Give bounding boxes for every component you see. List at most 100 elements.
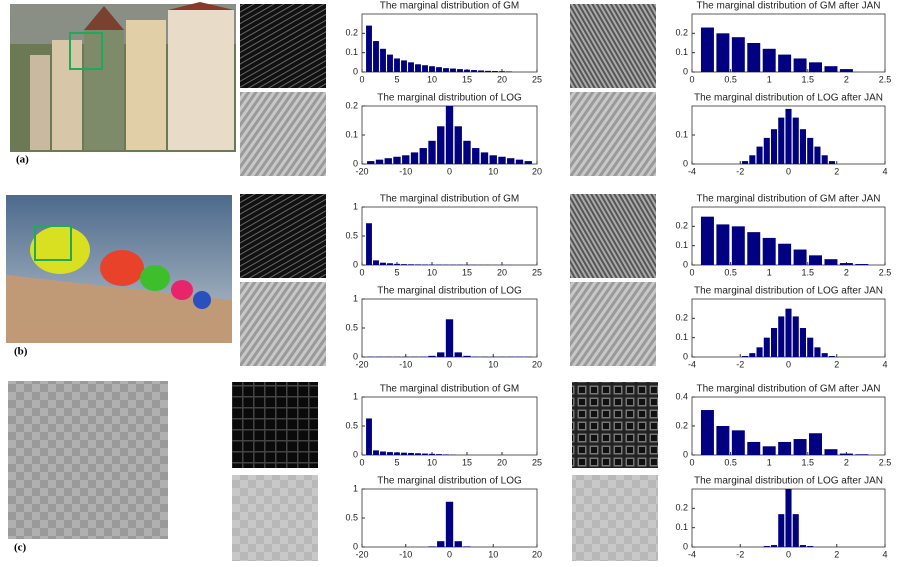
photo-c — [8, 381, 168, 539]
bar — [394, 452, 400, 455]
bar — [376, 160, 383, 164]
y-tick-label: 0.1 — [675, 129, 688, 139]
bar — [800, 129, 806, 164]
bar — [463, 141, 470, 164]
y-tick-label: 0.4 — [675, 391, 688, 401]
log-jan-image — [570, 282, 656, 366]
panel-label: (a) — [16, 154, 29, 166]
x-tick-label: -20 — [355, 166, 368, 176]
bar — [763, 446, 776, 455]
bar — [785, 109, 791, 164]
bar — [408, 62, 414, 72]
bar — [747, 43, 760, 72]
bar — [506, 71, 512, 72]
bar — [763, 49, 776, 72]
bar — [764, 546, 770, 547]
bar — [764, 338, 770, 357]
bar — [840, 263, 853, 265]
chart-title: The marginal distribution of GM after JA… — [697, 384, 881, 395]
y-tick-label: 0 — [353, 449, 358, 459]
x-tick-label: -4 — [688, 359, 696, 369]
x-tick-label: 2 — [844, 74, 849, 84]
y-tick-label: 0.5 — [345, 512, 358, 522]
bar — [471, 70, 477, 72]
bar — [829, 356, 835, 357]
y-tick-label: 0.2 — [345, 28, 358, 38]
bar — [840, 454, 853, 455]
x-tick-label: 25 — [532, 457, 542, 467]
bar — [807, 546, 813, 547]
bar — [373, 260, 379, 265]
gm-jan-image — [572, 382, 658, 468]
y-tick-label: 0.2 — [675, 503, 688, 513]
bar — [785, 309, 791, 357]
bar — [366, 26, 372, 72]
bar — [716, 33, 729, 72]
bar — [437, 541, 444, 547]
x-tick-label: 10 — [488, 549, 498, 559]
x-tick-label: 5 — [394, 267, 399, 277]
x-tick-label: 20 — [532, 166, 542, 176]
y-tick-label: 0.1 — [675, 240, 688, 250]
x-tick-label: 4 — [882, 359, 887, 369]
x-tick-label: -10 — [399, 549, 412, 559]
chart-title: The marginal distribution of LOG after J… — [694, 93, 883, 104]
bar — [366, 223, 372, 265]
bar — [464, 70, 470, 72]
bar — [829, 161, 835, 164]
x-tick-label: 1 — [767, 267, 772, 277]
x-tick-label: 1 — [767, 74, 772, 84]
bar — [373, 41, 379, 72]
bar — [394, 264, 400, 265]
photo-a — [10, 2, 236, 152]
bar — [422, 65, 428, 72]
bar — [809, 433, 822, 455]
x-tick-label: 2 — [844, 457, 849, 467]
x-tick-label: 10 — [488, 359, 498, 369]
y-tick-label: 0 — [353, 259, 358, 269]
bar — [385, 158, 392, 164]
bar — [436, 67, 442, 72]
bar — [422, 264, 428, 265]
bar — [807, 338, 813, 357]
bar — [840, 69, 853, 72]
y-tick-label: 0.2 — [675, 313, 688, 323]
bar — [778, 244, 791, 265]
x-tick-label: 0 — [359, 457, 364, 467]
bar — [446, 319, 453, 357]
figure: (a) (b) (c) The marginal distribution of… — [0, 0, 897, 567]
log-image — [240, 92, 326, 176]
bar — [822, 155, 828, 164]
bar — [701, 28, 714, 72]
x-tick-label: 1.5 — [802, 457, 815, 467]
bar — [855, 454, 868, 455]
y-tick-label: 0.2 — [345, 100, 358, 110]
y-tick-label: 0.2 — [675, 221, 688, 231]
bar — [771, 328, 777, 357]
y-tick-label: 1 — [353, 201, 358, 211]
bar — [387, 263, 393, 265]
bar — [824, 66, 837, 72]
bar — [742, 161, 748, 164]
x-tick-label: -2 — [736, 549, 744, 559]
x-tick-label: 0 — [447, 549, 452, 559]
chart-title: The marginal distribution of LOG — [377, 286, 522, 297]
bar — [408, 264, 414, 265]
log-image — [232, 475, 318, 561]
plot-frame — [362, 397, 537, 455]
bar — [716, 426, 729, 455]
x-tick-label: 2 — [834, 549, 839, 559]
y-tick-label: 0 — [683, 449, 688, 459]
panel-label: (c) — [14, 542, 27, 554]
x-tick-label: 20 — [497, 457, 507, 467]
bar — [485, 71, 491, 72]
bar — [401, 264, 407, 265]
x-tick-label: 20 — [497, 74, 507, 84]
x-tick-label: 5 — [394, 457, 399, 467]
bar — [402, 155, 409, 164]
bar — [394, 58, 400, 72]
bar — [732, 430, 745, 455]
x-tick-label: 2.5 — [879, 457, 892, 467]
x-tick-label: 0 — [786, 359, 791, 369]
x-tick-label: 5 — [394, 74, 399, 84]
